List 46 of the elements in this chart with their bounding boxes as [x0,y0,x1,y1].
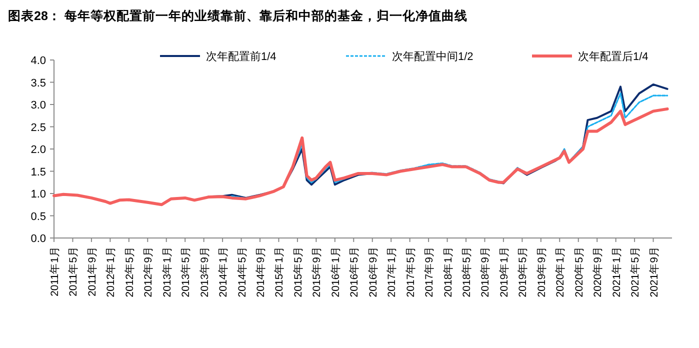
x-tick-label: 2012年5月 [124,246,136,298]
x-tick-label: 2019年9月 [536,246,548,298]
y-tick-label: 1.0 [30,188,46,200]
y-tick-label: 3.0 [30,100,46,112]
x-tick-label: 2017年5月 [404,246,417,298]
x-tick-label: 2011年1月 [49,246,61,296]
x-tick-label: 2021年5月 [630,246,642,298]
x-tick-label: 2013年1月 [161,246,174,298]
x-tick-label: 2012年9月 [142,246,155,298]
x-tick-label: 2012年1月 [105,246,118,298]
x-tick-label: 2013年5月 [180,246,192,298]
x-tick-label: 2014年1月 [218,246,230,298]
y-tick-label: 2.0 [30,144,46,156]
x-tick-label: 2020年5月 [573,246,586,298]
x-tick-label: 2017年9月 [424,246,436,298]
x-tick-label: 2017年1月 [386,246,398,298]
legend-label: 次年配置中间1/2 [392,50,474,63]
y-tick-label: 1.5 [30,166,46,178]
x-tick-label: 2020年9月 [592,246,604,298]
x-tick-label: 2014年5月 [236,246,248,298]
x-tick-label: 2013年9月 [198,246,211,298]
y-tick-label: 0.0 [30,233,46,245]
x-tick-label: 2020年1月 [554,246,567,298]
x-tick-label: 2018年9月 [480,246,492,298]
x-tick-label: 2016年1月 [330,246,342,298]
x-tick-label: 2021年1月 [610,246,623,298]
y-tick-label: 0.5 [30,210,46,223]
y-tick-label: 3.5 [30,77,46,90]
x-tick-label: 2011年9月 [86,246,98,296]
x-tick-label: 2018年5月 [461,246,473,298]
x-tick-label: 2015年9月 [311,246,324,298]
x-tick-label: 2015年1月 [274,246,286,298]
x-tick-label: 2011年5月 [68,246,80,296]
legend-label: 次年配置前1/4 [206,51,276,63]
x-tick-label: 2016年9月 [367,246,380,298]
x-tick-label: 2014年9月 [255,246,267,298]
x-tick-label: 2018年1月 [442,246,454,298]
y-tick-label: 2.5 [30,122,46,134]
x-tick-label: 2019年1月 [498,246,510,298]
chart-title: 图表28： 每年等权配置前一年的业绩靠前、靠后和中部的基金，归一化净值曲线 [8,8,468,23]
y-tick-label: 4.0 [30,55,46,67]
x-tick-label: 2016年5月 [348,246,361,298]
x-tick-label: 2019年5月 [517,246,530,298]
legend-label: 次年配置后1/4 [578,50,648,63]
x-tick-label: 2021年9月 [648,246,660,298]
x-tick-label: 2015年5月 [292,246,304,298]
